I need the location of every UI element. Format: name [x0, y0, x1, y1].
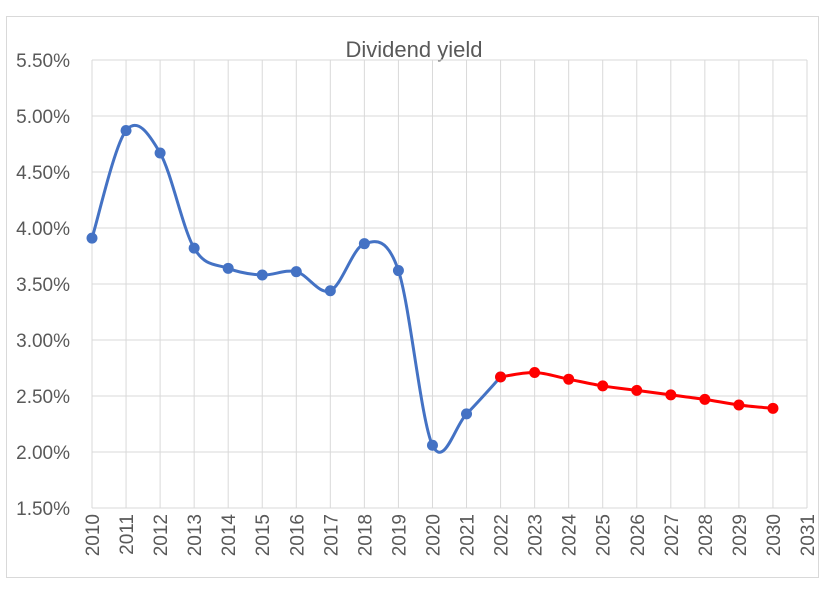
y-tick-label: 5.00% — [16, 107, 70, 128]
x-tick-label: 2029 — [730, 514, 751, 556]
x-tick-label: 2025 — [594, 514, 615, 556]
data-point — [597, 380, 609, 392]
x-tick-label: 2021 — [458, 514, 479, 556]
x-tick-label: 2030 — [764, 514, 785, 556]
data-point — [529, 366, 541, 378]
x-tick-label: 2018 — [355, 514, 376, 556]
x-tick-label: 2013 — [185, 514, 206, 556]
data-point — [324, 285, 336, 297]
data-point — [426, 439, 438, 451]
data-point — [461, 408, 473, 420]
y-tick-label: 5.50% — [16, 51, 70, 72]
x-tick-label: 2022 — [492, 514, 513, 556]
chart-title: Dividend yield — [346, 37, 483, 62]
y-tick-label: 4.00% — [16, 219, 70, 240]
y-axis-ticks: 1.50% 2.00% 2.50% 3.00% 3.50% 4.00% 4.50% 5.00%… — [16, 51, 70, 520]
x-tick-label: 2024 — [560, 514, 581, 557]
x-tick-label: 2011 — [117, 514, 138, 555]
y-tick-label: 3.50% — [16, 275, 70, 296]
data-point — [733, 399, 745, 411]
x-tick-label: 2031 — [798, 514, 819, 556]
x-tick-label: 2010 — [83, 514, 104, 556]
x-tick-label: 2020 — [423, 514, 444, 556]
data-point — [631, 384, 643, 396]
y-tick-label: 3.00% — [16, 331, 70, 352]
x-tick-label: 2012 — [151, 514, 172, 556]
data-point — [699, 393, 711, 405]
y-tick-label: 2.00% — [16, 443, 70, 464]
x-tick-label: 2014 — [219, 514, 240, 557]
x-tick-label: 2028 — [696, 514, 717, 556]
x-tick-label: 2017 — [321, 514, 342, 556]
data-point — [563, 373, 575, 385]
x-axis-ticks: 2010 2011 2012 2013 2014 2015 2016 2017 2018 2019… — [83, 514, 819, 557]
data-point — [358, 238, 370, 250]
x-tick-label: 2023 — [526, 514, 547, 556]
y-tick-label: 4.50% — [16, 163, 70, 184]
x-tick-label: 2015 — [253, 514, 274, 556]
data-point — [495, 371, 507, 383]
x-tick-label: 2027 — [662, 514, 683, 556]
x-tick-label: 2026 — [628, 514, 649, 556]
data-point — [290, 266, 302, 278]
data-point — [256, 269, 268, 281]
data-point — [222, 262, 234, 274]
data-point — [154, 147, 166, 159]
y-tick-label: 1.50% — [16, 499, 70, 520]
x-tick-label: 2019 — [389, 514, 410, 556]
chart-frame — [6, 16, 819, 578]
data-point — [120, 125, 132, 137]
data-point — [767, 402, 779, 414]
data-point — [86, 232, 98, 244]
x-tick-label: 2016 — [287, 514, 308, 556]
series-points — [86, 125, 779, 451]
data-point — [665, 389, 677, 401]
gridlines — [91, 59, 808, 509]
data-point — [392, 265, 404, 277]
y-tick-label: 2.50% — [16, 387, 70, 408]
data-point — [188, 242, 200, 254]
